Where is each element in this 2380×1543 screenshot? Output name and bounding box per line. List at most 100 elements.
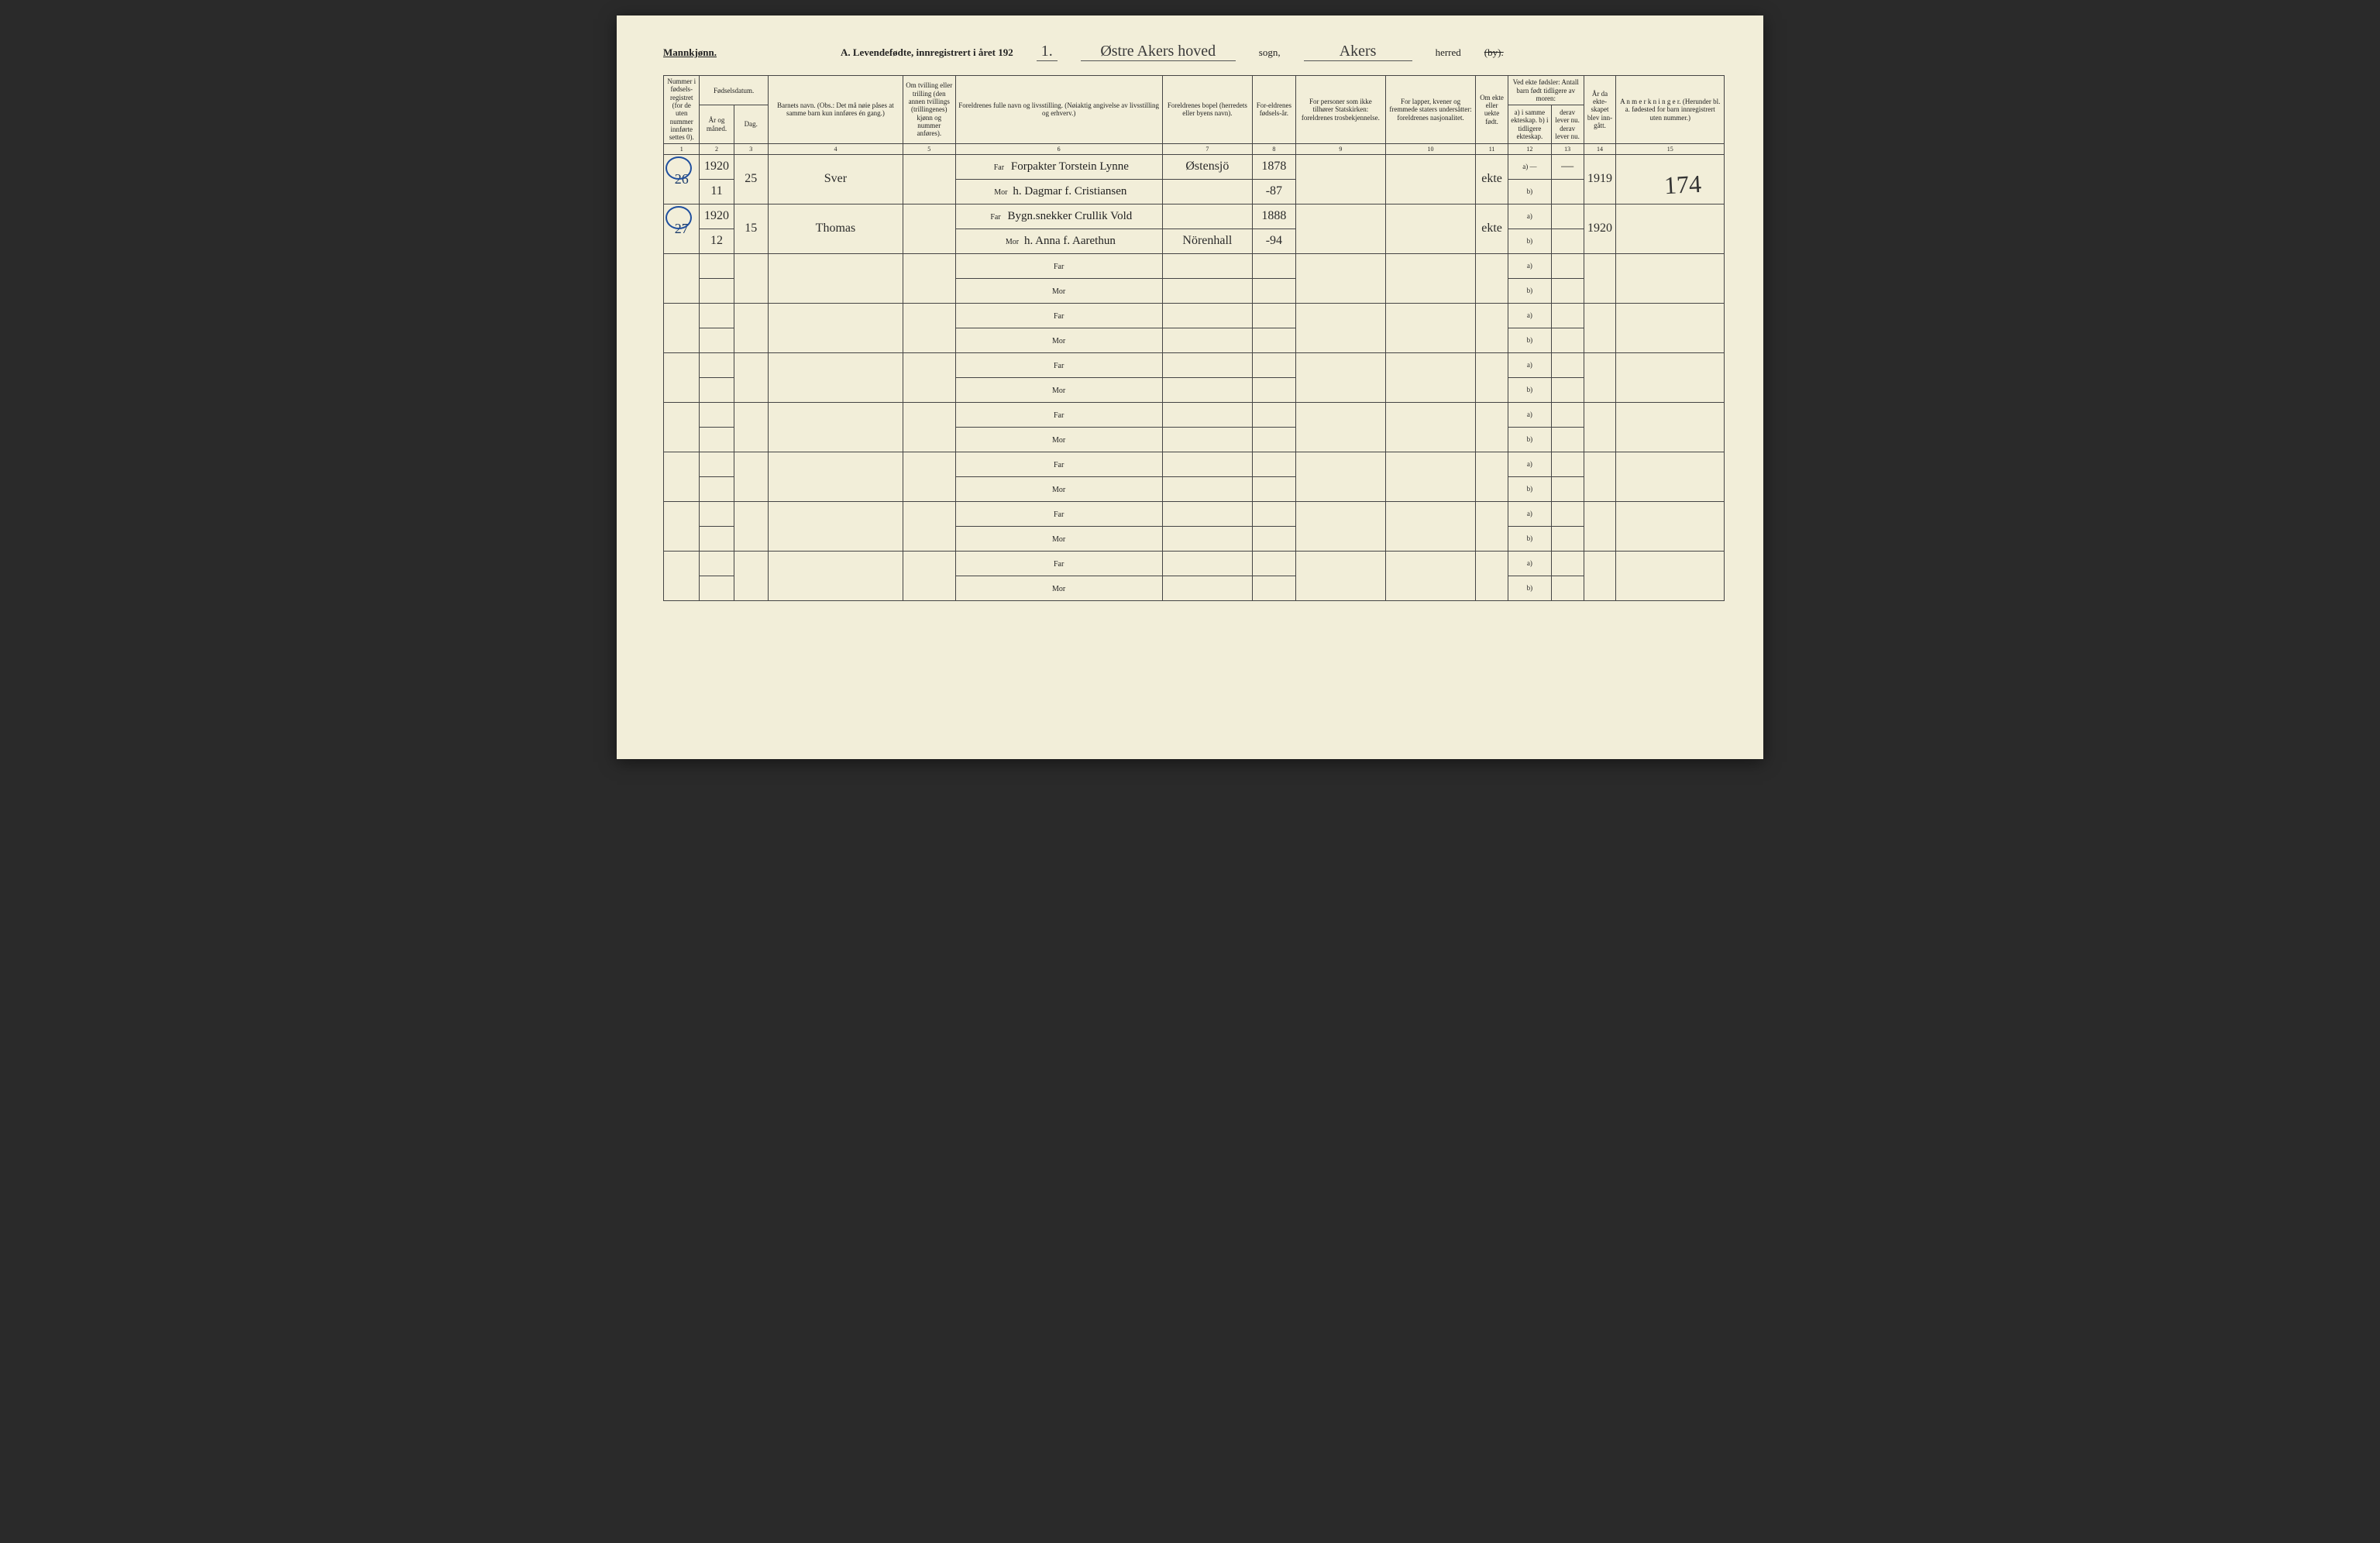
year-month-b (700, 278, 734, 303)
year-month-b (700, 427, 734, 452)
th-15: A n m e r k n i n g e r. (Herunder bl. a… (1616, 76, 1725, 144)
th-2: År og måned. (700, 105, 734, 143)
year-month (700, 303, 734, 328)
marriage-year (1584, 551, 1616, 600)
c13b (1551, 229, 1584, 253)
year-month (700, 452, 734, 476)
mother-birthyear (1252, 476, 1295, 501)
remarks (1616, 452, 1725, 501)
table-head: Nummer i fødsels-registret (for de uten … (664, 76, 1725, 155)
child-name (768, 551, 903, 600)
register-table: Nummer i fødsels-registret (for de uten … (663, 75, 1725, 601)
page-header: Mannkjønn. A. Levendefødte, innregistrer… (663, 43, 1725, 61)
c13a: — (1551, 154, 1584, 179)
table-row: 27 1920 15 Thomas Far Bygn.snekker Crull… (664, 204, 1725, 229)
nationality (1385, 501, 1475, 551)
child-name (768, 501, 903, 551)
nationality (1385, 402, 1475, 452)
residence-mor (1162, 179, 1252, 204)
table-row: Far a) (664, 253, 1725, 278)
confession (1295, 402, 1385, 452)
mother-birthyear (1252, 377, 1295, 402)
day (734, 402, 768, 452)
year-month (700, 253, 734, 278)
colnum: 15 (1616, 143, 1725, 154)
th-4: Barnets navn. (Obs.: Det må nøie påses a… (768, 76, 903, 144)
father-birthyear (1252, 352, 1295, 377)
father-cell: Far (955, 402, 1162, 427)
mother-cell: Mor (955, 328, 1162, 352)
father-birthyear (1252, 501, 1295, 526)
th-11: Om ekte eller uekte født. (1476, 76, 1508, 144)
twin-note (903, 303, 955, 352)
year-month-b: 11 (700, 179, 734, 204)
th-2-3-top: Fødselsdatum. (700, 76, 768, 105)
confession (1295, 452, 1385, 501)
th-13: derav lever nu. derav lever nu. (1551, 105, 1584, 143)
father-cell: Far (955, 352, 1162, 377)
child-name (768, 303, 903, 352)
child-name (768, 402, 903, 452)
twin-note (903, 154, 955, 204)
entry-number: 27 (664, 204, 700, 253)
c12a: a) (1508, 204, 1551, 229)
mother-cell: Mor (955, 427, 1162, 452)
nationality (1385, 253, 1475, 303)
remarks (1616, 402, 1725, 452)
legitimacy (1476, 303, 1508, 352)
father-birthyear (1252, 452, 1295, 476)
residence-far (1162, 452, 1252, 476)
legitimacy (1476, 452, 1508, 501)
residence-mor (1162, 278, 1252, 303)
mother-cell: Mor (955, 377, 1162, 402)
year-month: 1920 (700, 204, 734, 229)
entry-number: 26 (664, 154, 700, 204)
marriage-year (1584, 452, 1616, 501)
c12b: b) (1508, 427, 1551, 452)
confession (1295, 204, 1385, 253)
nationality (1385, 204, 1475, 253)
nationality (1385, 352, 1475, 402)
mother-birthyear (1252, 526, 1295, 551)
twin-note (903, 352, 955, 402)
by-struck: (by). (1484, 46, 1504, 59)
residence-far: Østensjö (1162, 154, 1252, 179)
gender-label: Mannkjønn. (663, 46, 717, 59)
child-name: Thomas (768, 204, 903, 253)
legitimacy (1476, 253, 1508, 303)
residence-far (1162, 501, 1252, 526)
mother-cell: Mor h. Anna f. Aarethun (955, 229, 1162, 253)
colnum: 4 (768, 143, 903, 154)
c12b: b) (1508, 476, 1551, 501)
c13a (1551, 551, 1584, 576)
th-6: Foreldrenes fulle navn og livsstilling. … (955, 76, 1162, 144)
sogn-label: sogn, (1259, 46, 1281, 59)
mother-cell: Mor (955, 576, 1162, 600)
colnum: 14 (1584, 143, 1616, 154)
nationality (1385, 551, 1475, 600)
th-9: For personer som ikke tilhører Statskirk… (1295, 76, 1385, 144)
c12b: b) (1508, 179, 1551, 204)
c13b (1551, 377, 1584, 402)
day: 15 (734, 204, 768, 253)
c13a (1551, 303, 1584, 328)
c12a: a) (1508, 352, 1551, 377)
entry-number (664, 402, 700, 452)
marriage-year (1584, 352, 1616, 402)
marriage-year (1584, 402, 1616, 452)
page-number-handwritten: 174 (1663, 170, 1702, 200)
marriage-year (1584, 501, 1616, 551)
residence-far (1162, 402, 1252, 427)
legitimacy (1476, 402, 1508, 452)
mother-cell: Mor (955, 278, 1162, 303)
day (734, 303, 768, 352)
day: 25 (734, 154, 768, 204)
twin-note (903, 501, 955, 551)
twin-note (903, 204, 955, 253)
entry-number (664, 551, 700, 600)
c13a (1551, 352, 1584, 377)
mother-birthyear (1252, 427, 1295, 452)
c12a: a) — (1508, 154, 1551, 179)
c13a (1551, 452, 1584, 476)
c12b: b) (1508, 526, 1551, 551)
